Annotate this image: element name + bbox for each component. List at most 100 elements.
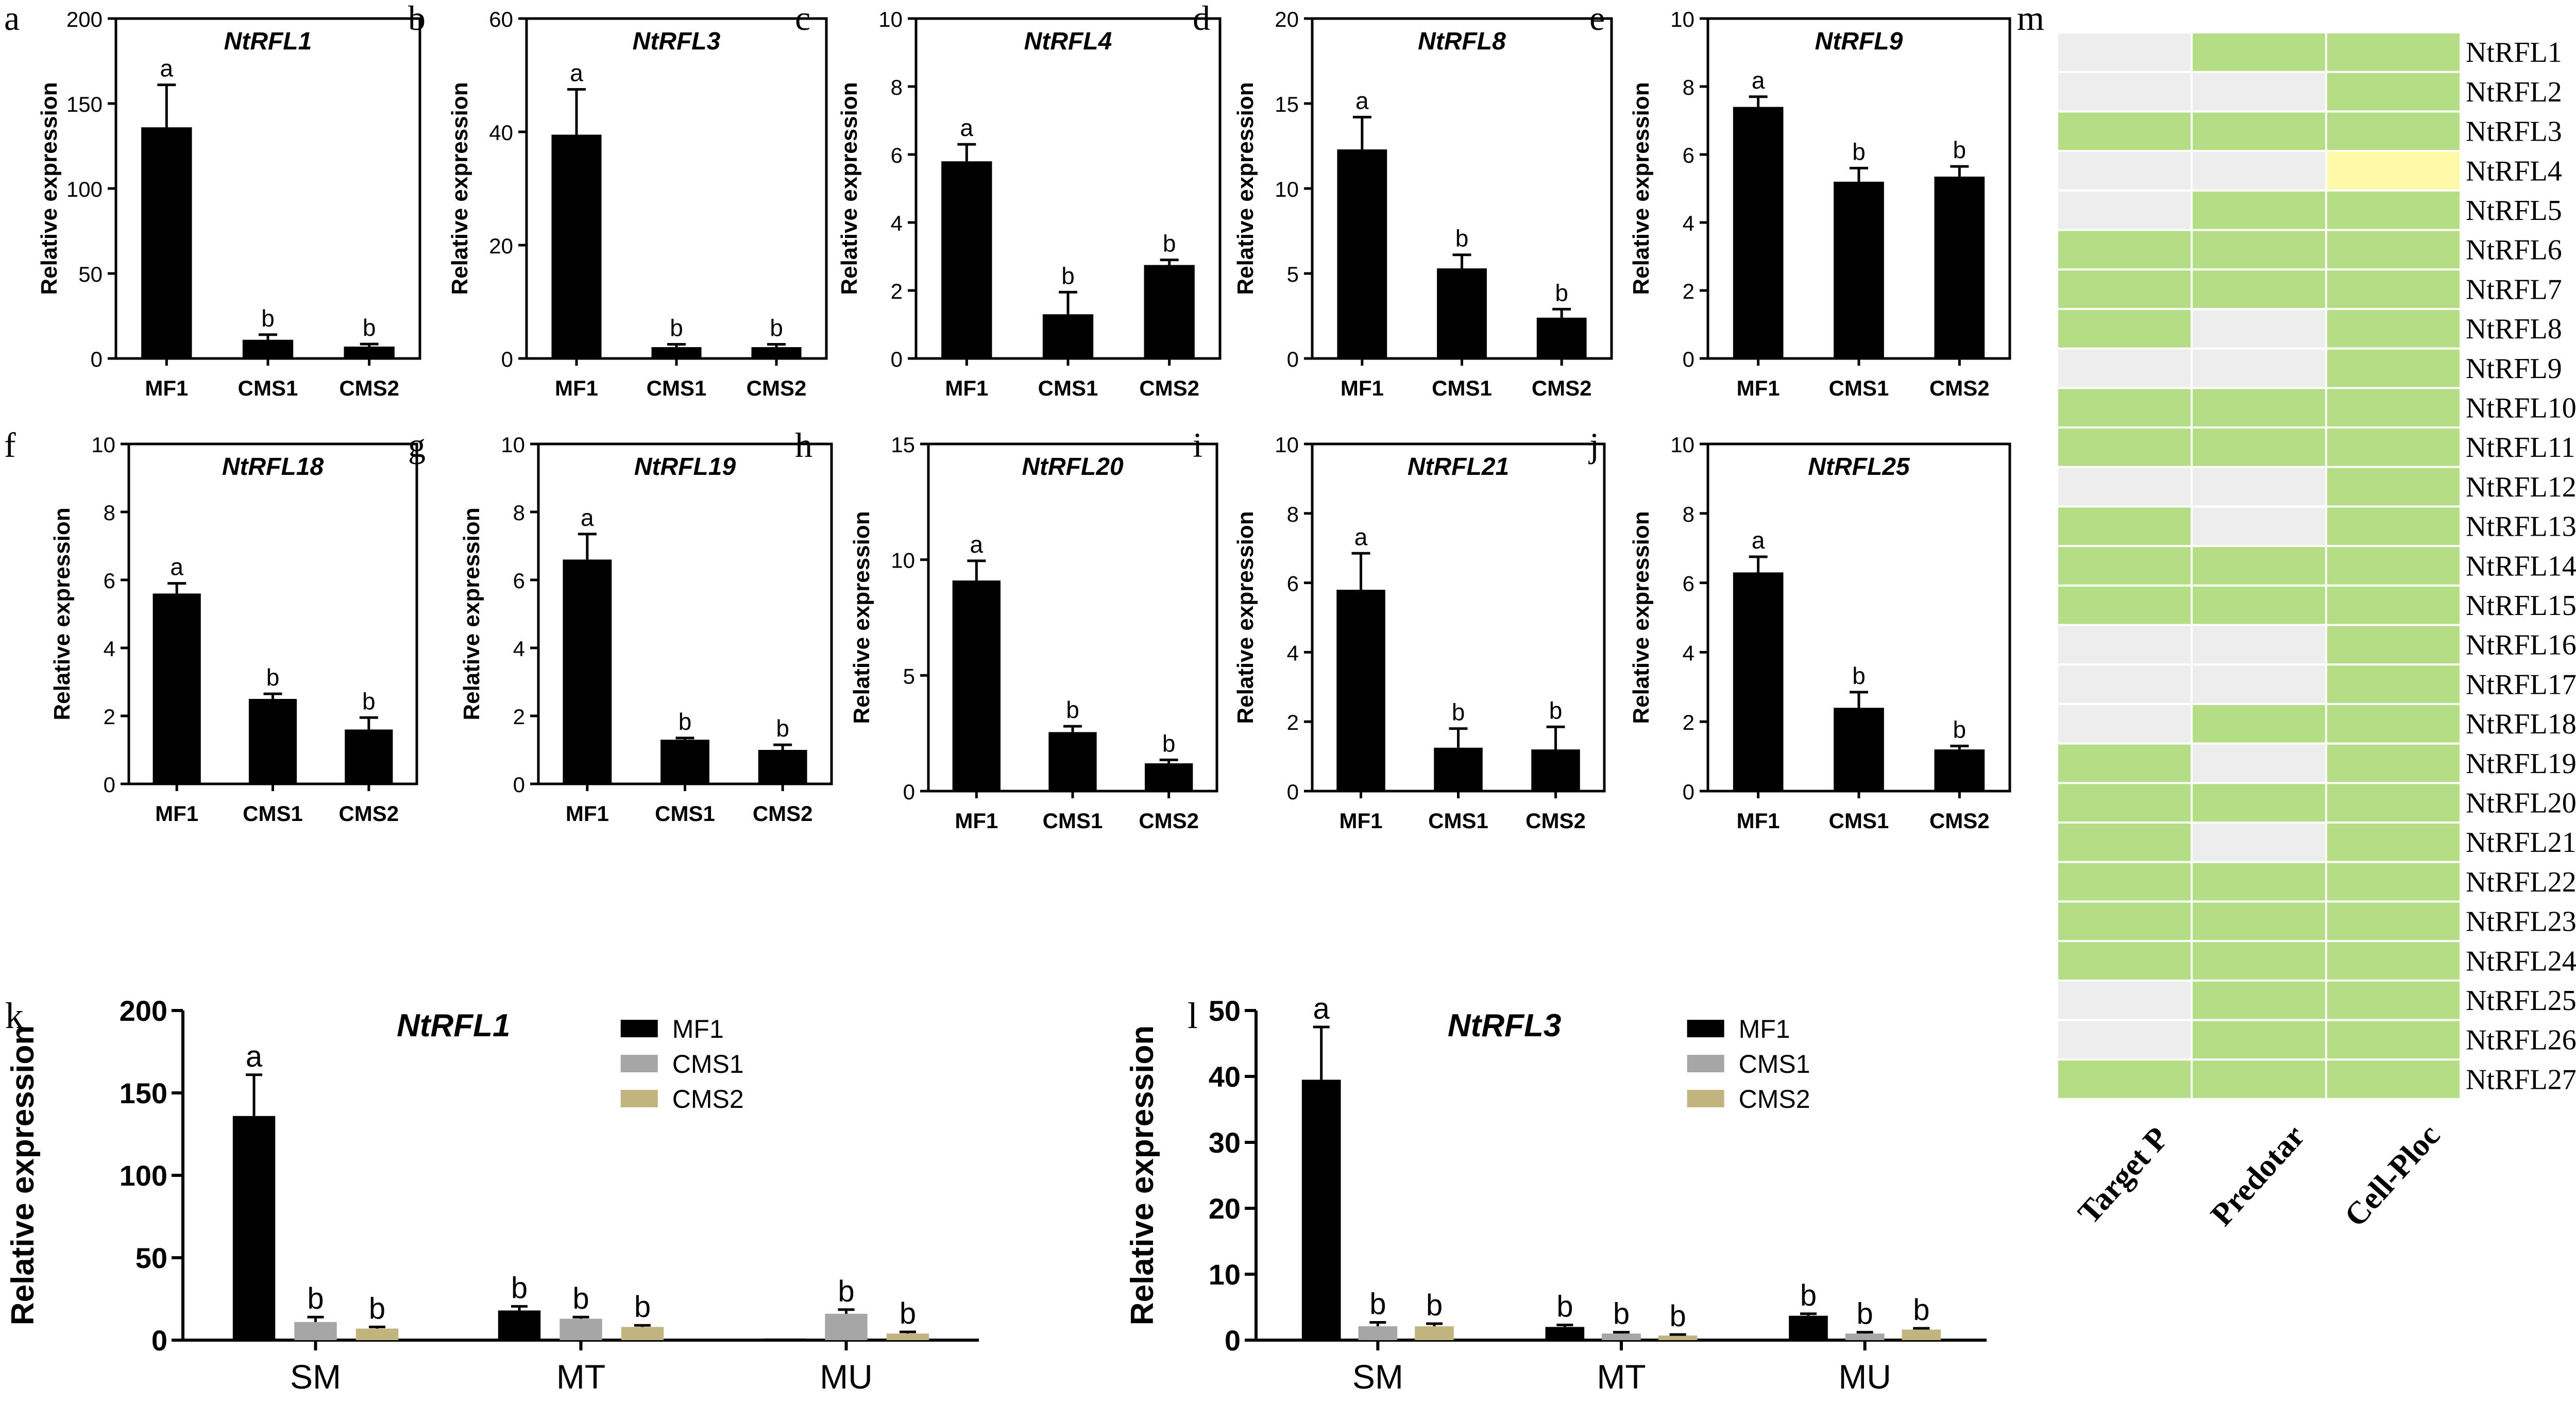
- heatmap-cell: [2327, 784, 2460, 821]
- heatmap-row-label: NtRFL6: [2466, 234, 2562, 266]
- significance-letter: b: [1369, 1287, 1386, 1321]
- bar-cms2-mu: [1902, 1329, 1941, 1340]
- heatmap-cell: [2058, 349, 2191, 387]
- significance-letter: b: [1800, 1279, 1817, 1312]
- heatmap-cell: [2058, 784, 2191, 821]
- heatmap-cell: [2193, 310, 2325, 348]
- heatmap-cell: [2058, 468, 2191, 506]
- y-tick-label: 200: [66, 7, 103, 31]
- heatmap-cell: [2327, 1060, 2460, 1098]
- y-tick-label: 6: [513, 569, 525, 593]
- heatmap-cell: [2327, 586, 2460, 624]
- heatmap-cell: [2058, 863, 2191, 901]
- y-axis-label: Relative expression: [447, 82, 472, 295]
- heatmap-cell: [2058, 665, 2191, 703]
- panel-letter: m: [2017, 0, 2044, 38]
- heatmap-row-label: NtRFL5: [2466, 195, 2562, 227]
- heatmap-cell: [2193, 665, 2325, 703]
- significance-letter: b: [266, 664, 280, 691]
- bar-cms2: [1934, 176, 1985, 358]
- y-tick-label: 15: [891, 433, 915, 457]
- y-axis-label: Relative expression: [459, 507, 484, 720]
- x-tick-label: MU: [820, 1358, 873, 1396]
- significance-letter: b: [1066, 696, 1079, 723]
- heatmap-cell: [2193, 112, 2325, 150]
- heatmap-cell: [2327, 468, 2460, 506]
- chart-title: NtRFL25: [1808, 453, 1910, 481]
- bar-cms1: [651, 347, 702, 358]
- bar-mf1: [952, 580, 1001, 791]
- heatmap-row-label: NtRFL24: [2466, 945, 2576, 977]
- heatmap-cell: [2193, 863, 2325, 901]
- y-tick-label: 20: [1275, 7, 1299, 31]
- bar-cms1: [248, 699, 297, 784]
- y-tick-label: 0: [104, 773, 115, 797]
- panel-letter: l: [1188, 995, 1198, 1036]
- y-tick-label: 0: [91, 347, 103, 371]
- x-tick-label: MF1: [1341, 376, 1384, 400]
- heatmap-row-label: NtRFL20: [2466, 787, 2576, 819]
- heatmap-cell: [2058, 152, 2191, 190]
- y-tick-label: 4: [1683, 641, 1694, 665]
- chart-title: NtRFL3: [1448, 1008, 1561, 1043]
- significance-letter: a: [1355, 87, 1369, 114]
- bar-mf1: [141, 127, 192, 358]
- y-tick-label: 4: [891, 211, 903, 235]
- y-tick-label: 0: [1287, 347, 1299, 371]
- y-tick-label: 8: [1683, 502, 1694, 526]
- heatmap-cell: [2327, 665, 2460, 703]
- significance-letter: b: [1162, 730, 1176, 757]
- heatmap-cell: [2327, 507, 2460, 545]
- significance-letter: a: [970, 531, 984, 558]
- significance-letter: b: [1452, 699, 1465, 726]
- significance-letter: b: [770, 315, 783, 341]
- bar-cms2: [1536, 317, 1587, 358]
- panel-letter: d: [1193, 0, 1210, 38]
- y-tick-label: 5: [1287, 262, 1299, 286]
- chart-j: j NtRFL25 0 2 4 6 8 10 Relative expression a MF1 b C…: [1588, 425, 2011, 833]
- y-tick-label: 0: [151, 1324, 167, 1357]
- y-tick-label: 8: [104, 501, 115, 525]
- x-tick-label: MF1: [955, 809, 998, 833]
- heatmap-row-label: NtRFL14: [2466, 550, 2576, 582]
- significance-letter: a: [170, 554, 183, 580]
- significance-letter: b: [511, 1271, 528, 1305]
- panel-letter: k: [5, 995, 24, 1036]
- heatmap-cell: [2058, 507, 2191, 545]
- y-tick-label: 4: [1683, 211, 1694, 235]
- heatmap-cell: [2193, 902, 2325, 940]
- significance-letter: b: [307, 1282, 324, 1315]
- x-tick-label: CMS2: [747, 376, 807, 400]
- significance-letter: b: [261, 305, 275, 332]
- heatmap-row-label: NtRFL19: [2466, 748, 2576, 780]
- y-tick-label: 40: [489, 121, 513, 145]
- significance-letter: b: [1555, 279, 1568, 306]
- legend-label-mf1: MF1: [1739, 1015, 1790, 1043]
- bar-cms2: [1531, 749, 1580, 791]
- chart-title: NtRFL19: [634, 453, 736, 481]
- y-tick-label: 0: [1683, 347, 1694, 371]
- heatmap-row-label: NtRFL25: [2466, 985, 2576, 1017]
- heatmap-row-label: NtRFL27: [2466, 1064, 2576, 1095]
- heatmap-cell: [2193, 152, 2325, 190]
- heatmap-cell: [2058, 73, 2191, 111]
- heatmap-cell: [2327, 942, 2460, 980]
- heatmap-cell: [2327, 73, 2460, 111]
- heatmap-cell: [2193, 33, 2325, 71]
- y-tick-label: 10: [1275, 433, 1299, 457]
- y-tick-label: 0: [891, 347, 903, 371]
- heatmap-cell: [2058, 981, 2191, 1019]
- heatmap-row-label: NtRFL2: [2466, 76, 2562, 108]
- heatmap-row-label: NtRFL21: [2466, 827, 2576, 859]
- significance-letter: b: [1953, 136, 1967, 163]
- panel-letter: f: [4, 425, 16, 465]
- heatmap-cell: [2058, 547, 2191, 585]
- panel-letter: i: [1193, 425, 1202, 465]
- y-tick-label: 0: [1287, 780, 1299, 804]
- x-tick-label: MF1: [1737, 809, 1780, 833]
- y-tick-label: 2: [1287, 710, 1299, 734]
- heatmap-cell: [2193, 468, 2325, 506]
- heatmap-cell: [2058, 1060, 2191, 1098]
- chart-title: NtRFL18: [222, 453, 324, 481]
